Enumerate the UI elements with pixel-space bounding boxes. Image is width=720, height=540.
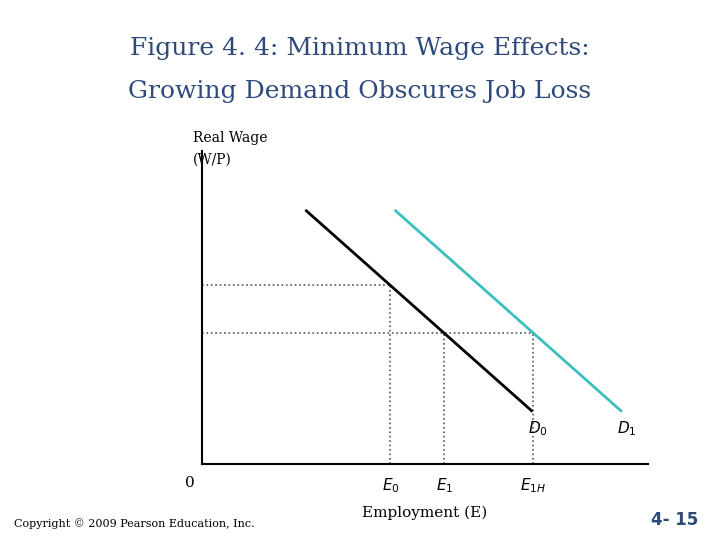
Text: Figure 4. 4: Minimum Wage Effects:: Figure 4. 4: Minimum Wage Effects:	[130, 37, 590, 60]
Text: $E_{1H}$: $E_{1H}$	[521, 476, 546, 495]
Text: $E_1$: $E_1$	[436, 476, 453, 495]
Text: $\frac{W_1}{P_1}$: $\frac{W_1}{P_1}$	[0, 539, 1, 540]
Text: $\frac{W_2}{P_1}$: $\frac{W_2}{P_1}$	[0, 539, 1, 540]
Text: Copyright © 2009 Pearson Education, Inc.: Copyright © 2009 Pearson Education, Inc.	[14, 518, 255, 529]
Text: Growing Demand Obscures Job Loss: Growing Demand Obscures Job Loss	[128, 80, 592, 103]
Text: $D_1$: $D_1$	[617, 420, 636, 438]
Text: Real Wage: Real Wage	[193, 131, 267, 145]
Text: (W/P): (W/P)	[193, 153, 232, 167]
Text: 4- 15: 4- 15	[651, 511, 698, 529]
Text: Employment (E): Employment (E)	[362, 505, 487, 519]
Text: 0: 0	[185, 476, 195, 490]
Text: $=\frac{W_0}{P_0}$: $=\frac{W_0}{P_0}$	[0, 539, 1, 540]
Text: $E_0$: $E_0$	[382, 476, 400, 495]
Text: $D_0$: $D_0$	[528, 420, 547, 438]
